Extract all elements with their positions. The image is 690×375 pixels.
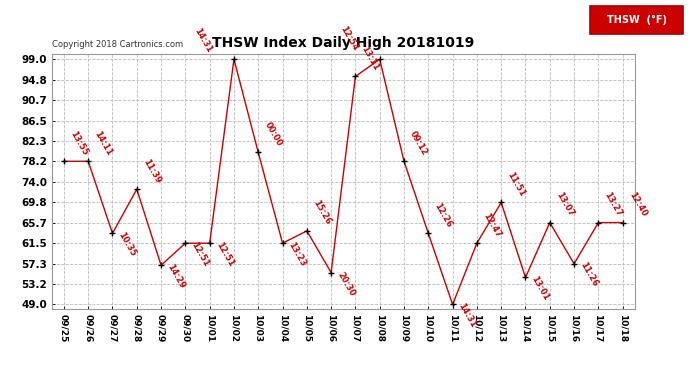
Text: 14:31: 14:31: [193, 26, 213, 54]
Text: 14:11: 14:11: [92, 129, 114, 157]
Text: 15:26: 15:26: [311, 199, 332, 227]
Text: 13:23: 13:23: [287, 241, 308, 268]
Text: 11:39: 11:39: [141, 158, 162, 185]
Text: 13:07: 13:07: [554, 191, 575, 218]
Text: 13:55: 13:55: [68, 129, 89, 157]
Text: 00:00: 00:00: [262, 121, 284, 148]
Text: 14:29: 14:29: [165, 262, 186, 290]
Text: 12:40: 12:40: [627, 191, 648, 218]
Text: 13:11: 13:11: [359, 45, 381, 72]
Text: 20:30: 20:30: [335, 270, 356, 298]
Text: 11:51: 11:51: [505, 171, 526, 198]
Text: 11:26: 11:26: [578, 261, 600, 289]
Text: 14:31: 14:31: [457, 302, 478, 330]
Text: Copyright 2018 Cartronics.com: Copyright 2018 Cartronics.com: [52, 40, 183, 49]
Text: 12:26: 12:26: [433, 201, 454, 229]
Text: 12:54: 12:54: [338, 24, 359, 52]
Text: 13:27: 13:27: [602, 191, 624, 218]
Text: 12:47: 12:47: [481, 211, 502, 239]
Text: 10:35: 10:35: [117, 231, 138, 258]
Title: THSW Index Daily High 20181019: THSW Index Daily High 20181019: [212, 36, 475, 50]
Text: 12:51: 12:51: [214, 240, 235, 268]
Text: 12:51: 12:51: [190, 240, 210, 268]
Text: THSW  (°F): THSW (°F): [607, 15, 667, 25]
Text: 09:12: 09:12: [408, 129, 429, 157]
Text: 13:01: 13:01: [530, 275, 551, 303]
